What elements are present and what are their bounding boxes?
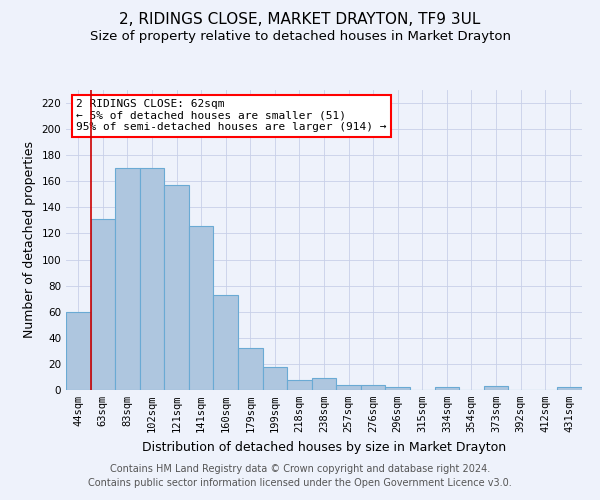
Bar xyxy=(557,388,582,390)
Bar xyxy=(140,168,164,390)
Bar xyxy=(287,380,312,390)
Bar xyxy=(238,348,263,390)
X-axis label: Distribution of detached houses by size in Market Drayton: Distribution of detached houses by size … xyxy=(142,440,506,454)
Bar xyxy=(484,386,508,390)
Bar xyxy=(263,366,287,390)
Bar xyxy=(115,168,140,390)
Bar xyxy=(361,385,385,390)
Text: 2 RIDINGS CLOSE: 62sqm
← 5% of detached houses are smaller (51)
95% of semi-deta: 2 RIDINGS CLOSE: 62sqm ← 5% of detached … xyxy=(76,99,387,132)
Bar xyxy=(66,312,91,390)
Bar xyxy=(385,388,410,390)
Text: Contains HM Land Registry data © Crown copyright and database right 2024.
Contai: Contains HM Land Registry data © Crown c… xyxy=(88,464,512,487)
Bar xyxy=(91,219,115,390)
Bar xyxy=(434,388,459,390)
Y-axis label: Number of detached properties: Number of detached properties xyxy=(23,142,36,338)
Bar xyxy=(189,226,214,390)
Text: Size of property relative to detached houses in Market Drayton: Size of property relative to detached ho… xyxy=(89,30,511,43)
Bar xyxy=(312,378,336,390)
Bar xyxy=(214,295,238,390)
Bar xyxy=(336,385,361,390)
Bar xyxy=(164,185,189,390)
Text: 2, RIDINGS CLOSE, MARKET DRAYTON, TF9 3UL: 2, RIDINGS CLOSE, MARKET DRAYTON, TF9 3U… xyxy=(119,12,481,28)
